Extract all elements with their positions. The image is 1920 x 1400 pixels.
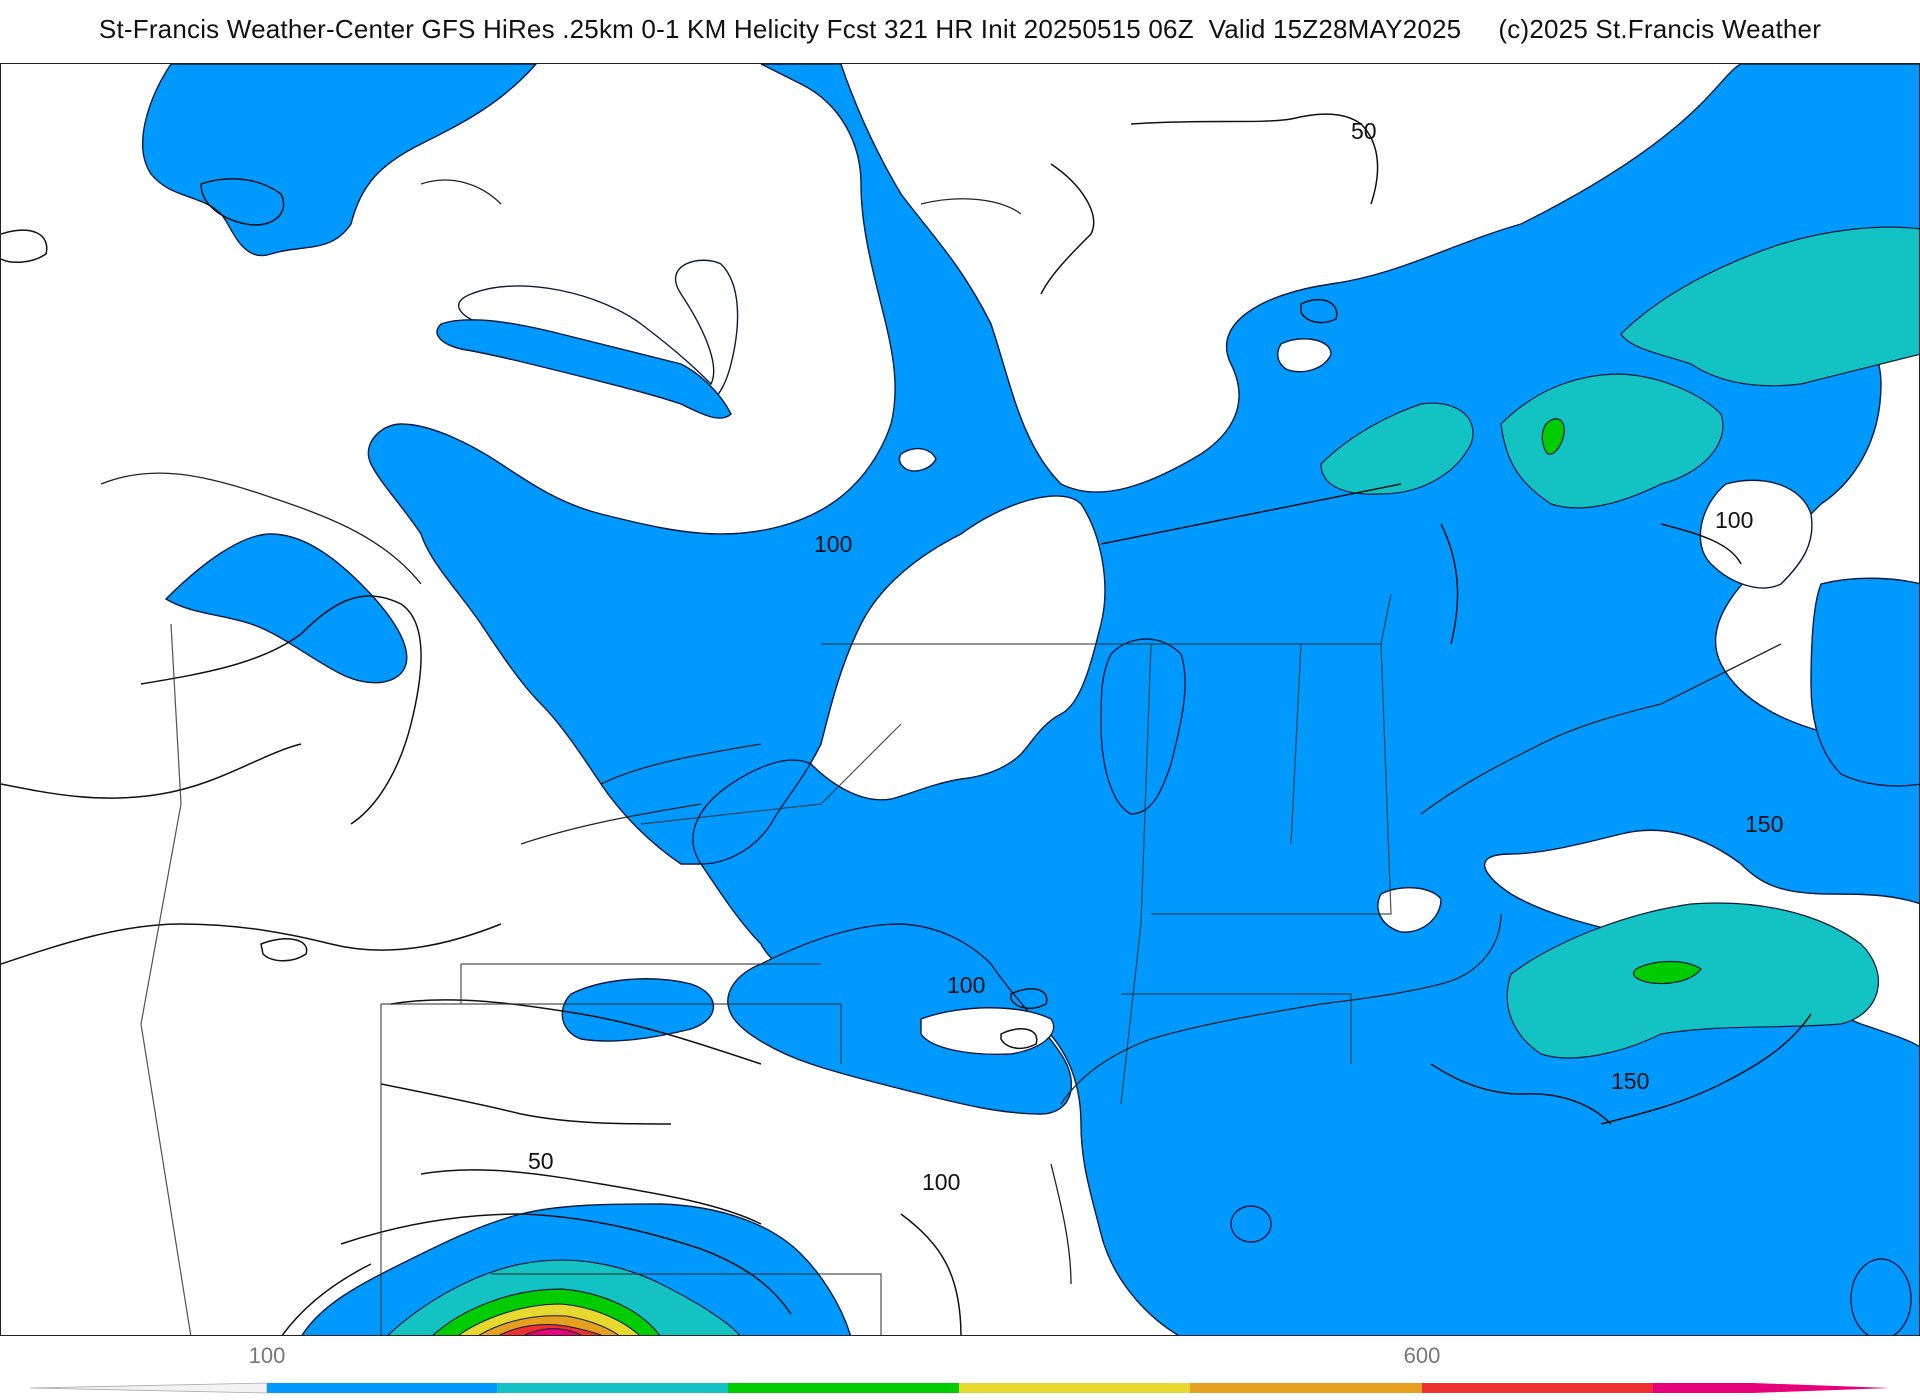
contour-label: 100 bbox=[947, 972, 985, 998]
colorbar-blue bbox=[267, 1383, 497, 1393]
colorbar bbox=[29, 1382, 1890, 1394]
colorbar-orange bbox=[1190, 1383, 1422, 1393]
helicity-fill-blue bbox=[142, 64, 1919, 1335]
helicity-holes bbox=[898, 338, 1813, 1056]
colorbar-low-triangle bbox=[29, 1382, 268, 1394]
contour-lines bbox=[1, 113, 1812, 1335]
map-canvas: 50 100 100 100 100 150 150 50 100 bbox=[1, 64, 1919, 1335]
coastline bbox=[100, 179, 1782, 1285]
contour-label: 100 bbox=[814, 531, 852, 557]
colorbar-ticks: 100 600 bbox=[0, 1343, 1920, 1373]
colorbar-teal bbox=[497, 1383, 728, 1393]
colorbar-red bbox=[1422, 1383, 1653, 1393]
colorbar-tick-label: 100 bbox=[248, 1343, 286, 1368]
contour-label: 150 bbox=[1611, 1068, 1649, 1094]
contour-label: 50 bbox=[1351, 118, 1377, 144]
contour-label: 50 bbox=[528, 1148, 554, 1174]
contour-labels: 50 100 100 100 100 150 150 50 100 bbox=[528, 118, 1783, 1195]
helicity-fill-magenta bbox=[524, 1328, 582, 1335]
contour-label: 100 bbox=[1715, 507, 1753, 533]
colorbar-tick-label: 600 bbox=[1403, 1343, 1441, 1368]
colorbar-yellow bbox=[959, 1383, 1190, 1393]
colorbar-high-triangle bbox=[1753, 1383, 1890, 1393]
contour-label: 100 bbox=[922, 1169, 960, 1195]
colorbar-magenta bbox=[1653, 1383, 1753, 1393]
map-title: St-Francis Weather-Center GFS HiRes .25k… bbox=[98, 14, 1822, 44]
helicity-map: 50 100 100 100 100 150 150 50 100 bbox=[0, 63, 1920, 1336]
colorbar-green bbox=[728, 1383, 959, 1393]
boundary-lines bbox=[140, 593, 1392, 1335]
contour-label: 150 bbox=[1745, 811, 1783, 837]
